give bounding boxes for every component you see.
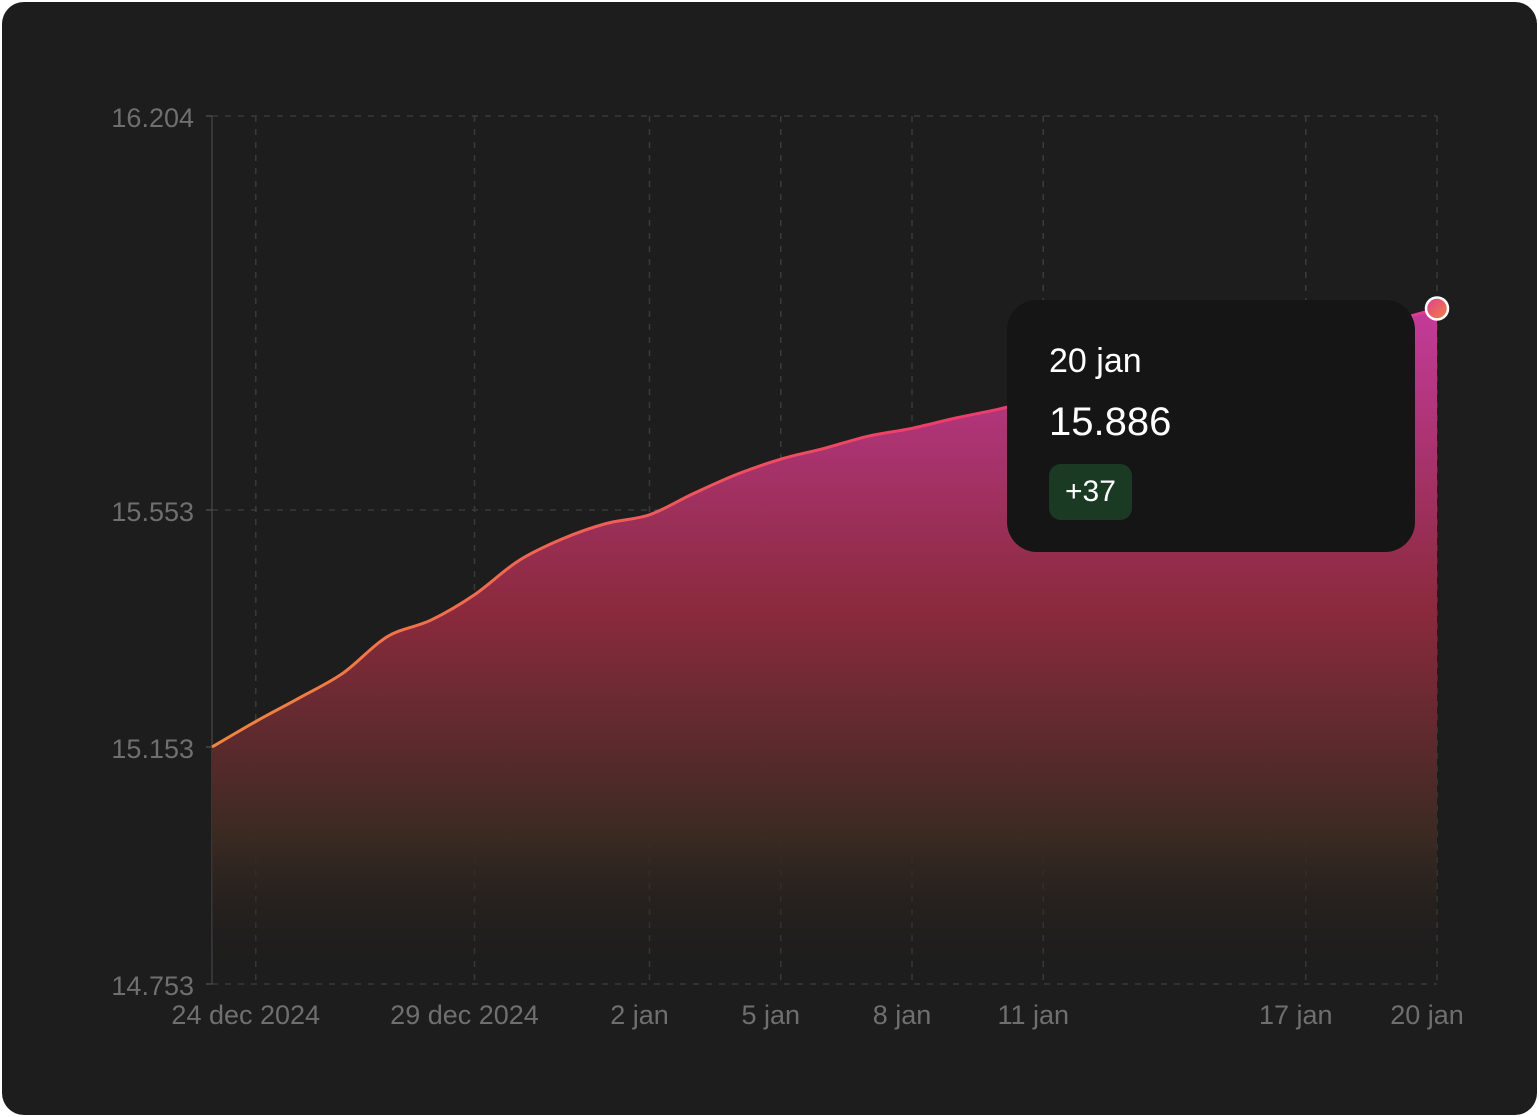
x-tick-label: 2 jan	[610, 1000, 669, 1030]
y-tick-label: 14.753	[111, 971, 194, 1001]
tooltip-date: 20 jan	[1049, 342, 1142, 380]
x-tick-label: 5 jan	[741, 1000, 800, 1030]
cursor-dot[interactable]	[1424, 296, 1450, 321]
x-axis-ticks: 24 dec 2024 29 dec 2024 2 jan 5 jan 8 jan 11 …	[171, 1000, 1463, 1030]
x-tick-label: 11 jan	[997, 1000, 1069, 1030]
change-badge: +37	[1049, 464, 1132, 520]
x-tick-label: 24 dec 2024	[171, 1000, 320, 1030]
x-tick-label: 17 jan	[1259, 1000, 1333, 1030]
x-tick-label: 29 dec 2024	[390, 1000, 539, 1030]
x-tick-label: 20 jan	[1390, 1000, 1464, 1030]
y-axis-ticks: 16.204 15.553 15.153 14.753	[111, 103, 212, 1001]
y-tick-label: 15.553	[111, 497, 194, 527]
hover-cursor	[1424, 118, 1450, 986]
value-tooltip: 20 jan 15.886 +37	[1007, 300, 1415, 552]
y-tick-label: 15.153	[111, 734, 194, 764]
y-tick-label: 16.204	[111, 103, 194, 133]
x-tick-label: 8 jan	[873, 1000, 932, 1030]
tooltip-value: 15.886	[1049, 400, 1172, 444]
